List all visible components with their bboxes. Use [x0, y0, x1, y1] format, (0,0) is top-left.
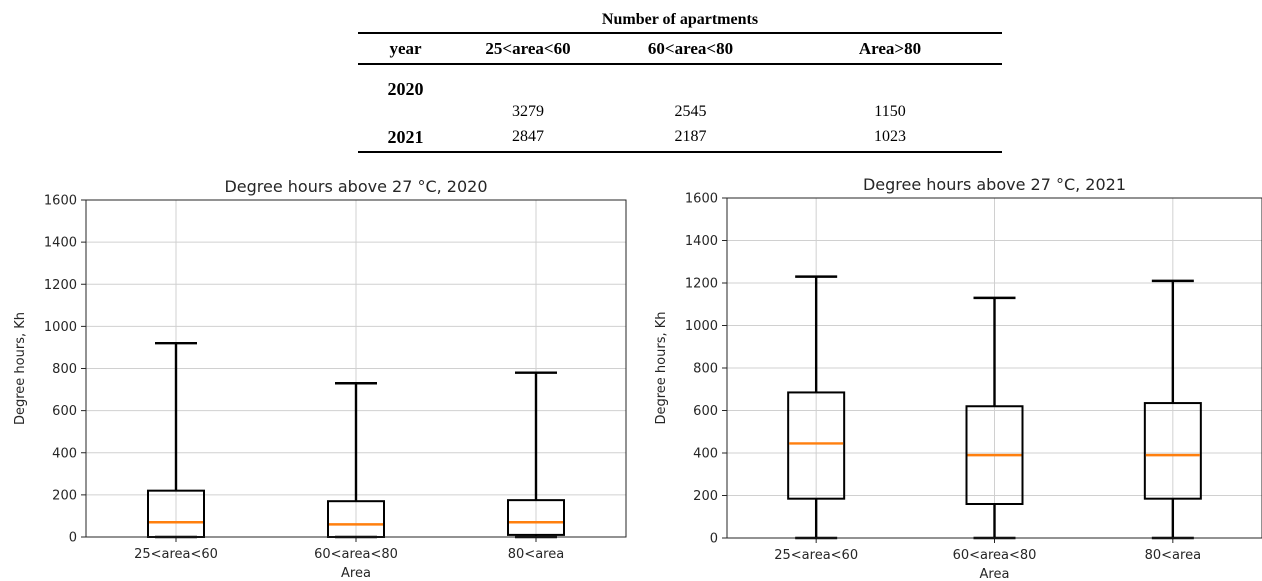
header-small-area: 25<area<60 [453, 32, 603, 65]
y-tick-label: 1200 [44, 278, 77, 293]
row-year: 2021 [387, 126, 424, 147]
y-tick-label: 800 [693, 362, 718, 377]
box [787, 391, 846, 500]
table-header-row: year 25<area<60 60<area<80 Area>80 [358, 32, 1002, 65]
y-tick-label: 0 [69, 531, 77, 546]
x-tick-label: 25<area<60 [134, 547, 218, 562]
box [1143, 402, 1202, 500]
header-large-area: Area>80 [778, 32, 1002, 65]
box [507, 499, 565, 536]
y-tick-label: 200 [52, 488, 77, 503]
chart-title: Degree hours above 27 °C, 2020 [224, 177, 487, 196]
y-axis-label: Degree hours, Kh [654, 311, 669, 424]
table-row: 2021 2847 2187 1023 [358, 123, 1002, 152]
x-axis-label: Area [980, 567, 1010, 581]
header-medium-area: 60<area<80 [603, 32, 778, 65]
x-tick-label: 60<area<80 [953, 548, 1037, 563]
x-tick-label: 80<area [508, 547, 564, 562]
plot-frame [726, 197, 1262, 539]
table-cell: 2187 [674, 128, 707, 145]
apartments-table: year 25<area<60 60<area<80 Area>80 2020 … [358, 32, 1002, 153]
y-tick-label: 1400 [44, 236, 77, 251]
table-row: 2020 3279 2545 1150 [358, 64, 1002, 123]
table-cell: 1150 [874, 103, 906, 120]
table-cell: 3279 [512, 103, 544, 120]
y-axis-label: Degree hours, Kh [13, 312, 28, 425]
box [965, 405, 1024, 505]
table-cell: 2545 [674, 103, 707, 120]
x-tick-label: 80<area [1145, 548, 1201, 563]
y-tick-label: 400 [52, 446, 77, 461]
y-tick-label: 1000 [685, 319, 718, 334]
boxplot-2021: 0 200 400 600 800 1000 1200 1400 1600 25<area<60 6… [654, 175, 1262, 581]
y-tick-label: 0 [710, 532, 718, 547]
boxplot-2020: 0 200 400 600 800 1000 1200 1400 1600 25<area<60 6… [13, 177, 627, 581]
y-tick-label: 1200 [685, 277, 718, 292]
apartments-table-block: Number of apartments year 25<area<60 60<… [358, 8, 1002, 153]
x-axis-label: Area [341, 566, 371, 581]
header-year: year [358, 32, 453, 65]
y-tick-label: 800 [52, 362, 77, 377]
y-tick-label: 1400 [685, 234, 718, 249]
y-tick-label: 400 [693, 447, 718, 462]
y-tick-label: 200 [693, 489, 718, 504]
x-tick-label: 25<area<60 [774, 548, 858, 563]
y-tick-label: 600 [52, 404, 77, 419]
y-tick-label: 600 [693, 404, 718, 419]
row-year: 2020 [387, 79, 424, 99]
y-tick-label: 1600 [685, 192, 718, 207]
table-cell: 2847 [512, 128, 544, 145]
table-title: Number of apartments [601, 11, 759, 28]
y-tick-label: 1600 [44, 194, 77, 209]
table-cell: 1023 [874, 128, 906, 145]
chart-title: Degree hours above 27 °C, 2021 [863, 175, 1126, 194]
y-tick-label: 1000 [44, 320, 77, 335]
x-tick-label: 60<area<80 [314, 547, 398, 562]
plot-frame [85, 199, 627, 538]
